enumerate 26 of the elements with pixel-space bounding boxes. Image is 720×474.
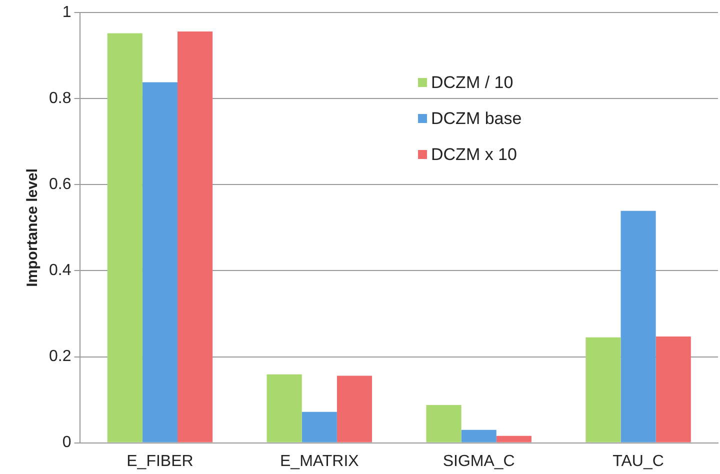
y-tick-label: 1 [62, 4, 72, 22]
x-tick-label: E_MATRIX [280, 452, 360, 470]
bar [266, 374, 302, 442]
bar [656, 336, 691, 442]
bar [620, 210, 656, 442]
y-axis-title: Importance level [24, 168, 42, 287]
legend-label: DCZM / 10 [431, 72, 514, 94]
bar [426, 404, 462, 442]
bar [142, 82, 178, 442]
y-tick-label: 0 [62, 434, 72, 452]
bar [586, 337, 621, 442]
x-tick-label: SIGMA_C [442, 452, 515, 470]
bar [107, 33, 142, 442]
y-tick-label: 0.2 [48, 348, 72, 366]
bar [461, 430, 496, 442]
legend-label: DCZM x 10 [431, 144, 517, 166]
legend-label: DCZM base [431, 108, 522, 130]
bar [302, 412, 337, 442]
y-tick-label: 0.8 [48, 90, 72, 108]
y-tick-label: 0.6 [48, 176, 72, 194]
x-tick-label: E_FIBER [126, 452, 194, 470]
bar [336, 376, 372, 442]
bar [496, 436, 532, 442]
x-tick-label: TAU_C [612, 452, 664, 470]
y-tick-label: 0.4 [48, 262, 72, 280]
bar [178, 32, 213, 442]
